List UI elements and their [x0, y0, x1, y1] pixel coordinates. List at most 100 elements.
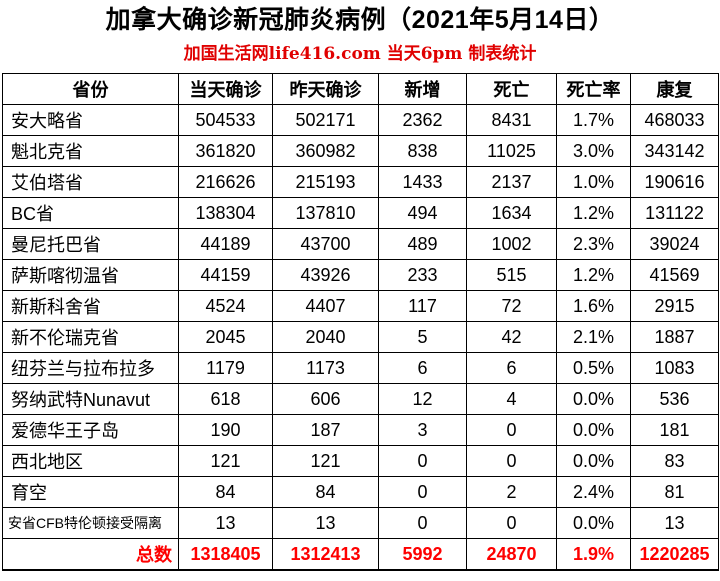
- death-rate-cell: 1.2%: [556, 197, 631, 229]
- header-deaths: 死亡: [466, 73, 557, 105]
- today-confirmed-cell: 216626: [178, 166, 273, 198]
- today-confirmed-cell: 138304: [178, 197, 273, 229]
- today-confirmed-cell: 618: [178, 383, 273, 415]
- yesterday-confirmed-cell: 137810: [272, 197, 379, 229]
- province-cell: BC省: [2, 197, 179, 229]
- new-cases-cell: 117: [378, 290, 467, 322]
- covid-stats-table: 省份 当天确诊 昨天确诊 新增 死亡 死亡率 康复 安大略省 504533 5021…: [2, 73, 719, 571]
- today-confirmed-cell: 190: [178, 414, 273, 446]
- header-new-cases: 新增: [378, 73, 467, 105]
- table-row: 安省CFB特伦顿接受隔离 13 13 0 0 0.0% 13: [2, 507, 719, 539]
- death-rate-cell: 2.1%: [556, 321, 631, 353]
- yesterday-confirmed-cell: 1173: [272, 352, 379, 384]
- province-cell: 萨斯喀彻温省: [2, 259, 179, 291]
- death-rate-cell: 2.4%: [556, 476, 631, 508]
- recovered-cell: 181: [630, 414, 719, 446]
- province-cell: 魁北克省: [2, 135, 179, 167]
- yesterday-confirmed-cell: 606: [272, 383, 379, 415]
- new-cases-cell: 0: [378, 445, 467, 477]
- province-cell: 西北地区: [2, 445, 179, 477]
- province-cell: 新斯科舍省: [2, 290, 179, 322]
- deaths-cell: 0: [466, 414, 557, 446]
- total-death-rate: 1.9%: [556, 538, 631, 571]
- new-cases-cell: 12: [378, 383, 467, 415]
- yesterday-confirmed-cell: 2040: [272, 321, 379, 353]
- today-confirmed-cell: 1179: [178, 352, 273, 384]
- province-cell: 新不伦瑞克省: [2, 321, 179, 353]
- deaths-cell: 42: [466, 321, 557, 353]
- yesterday-confirmed-cell: 215193: [272, 166, 379, 198]
- total-deaths: 24870: [466, 538, 557, 571]
- recovered-cell: 39024: [630, 228, 719, 260]
- province-cell: 纽芬兰与拉布拉多: [2, 352, 179, 384]
- yesterday-confirmed-cell: 43700: [272, 228, 379, 260]
- table-row: 新斯科舍省 4524 4407 117 72 1.6% 2915: [2, 290, 719, 322]
- today-confirmed-cell: 13: [178, 507, 273, 539]
- deaths-cell: 1634: [466, 197, 557, 229]
- table-row: 安大略省 504533 502171 2362 8431 1.7% 468033: [2, 104, 719, 136]
- recovered-cell: 13: [630, 507, 719, 539]
- death-rate-cell: 0.0%: [556, 507, 631, 539]
- death-rate-cell: 0.5%: [556, 352, 631, 384]
- new-cases-cell: 0: [378, 476, 467, 508]
- header-row: 省份 当天确诊 昨天确诊 新增 死亡 死亡率 康复: [2, 73, 719, 105]
- yesterday-confirmed-cell: 360982: [272, 135, 379, 167]
- death-rate-cell: 1.0%: [556, 166, 631, 198]
- table-row: 曼尼托巴省 44189 43700 489 1002 2.3% 39024: [2, 228, 719, 260]
- death-rate-cell: 3.0%: [556, 135, 631, 167]
- table-row: 育空 84 84 0 2 2.4% 81: [2, 476, 719, 508]
- today-confirmed-cell: 84: [178, 476, 273, 508]
- province-cell: 努纳武特Nunavut: [2, 383, 179, 415]
- total-row: 总数 1318405 1312413 5992 24870 1.9% 12202…: [2, 538, 719, 571]
- header-yesterday-confirmed: 昨天确诊: [272, 73, 379, 105]
- yesterday-confirmed-cell: 43926: [272, 259, 379, 291]
- header-today-confirmed: 当天确诊: [178, 73, 273, 105]
- table-footer: 总数 1318405 1312413 5992 24870 1.9% 12202…: [2, 538, 719, 571]
- new-cases-cell: 233: [378, 259, 467, 291]
- deaths-cell: 1002: [466, 228, 557, 260]
- table-row: 艾伯塔省 216626 215193 1433 2137 1.0% 190616: [2, 166, 719, 198]
- deaths-cell: 4: [466, 383, 557, 415]
- new-cases-cell: 838: [378, 135, 467, 167]
- deaths-cell: 72: [466, 290, 557, 322]
- recovered-cell: 2915: [630, 290, 719, 322]
- deaths-cell: 515: [466, 259, 557, 291]
- today-confirmed-cell: 2045: [178, 321, 273, 353]
- death-rate-cell: 0.0%: [556, 383, 631, 415]
- province-cell: 艾伯塔省: [2, 166, 179, 198]
- table-row: 西北地区 121 121 0 0 0.0% 83: [2, 445, 719, 477]
- yesterday-confirmed-cell: 121: [272, 445, 379, 477]
- deaths-cell: 2: [466, 476, 557, 508]
- province-cell: 安大略省: [2, 104, 179, 136]
- header-province: 省份: [2, 73, 179, 105]
- recovered-cell: 83: [630, 445, 719, 477]
- death-rate-cell: 1.6%: [556, 290, 631, 322]
- table-row: 魁北克省 361820 360982 838 11025 3.0% 343142: [2, 135, 719, 167]
- deaths-cell: 8431: [466, 104, 557, 136]
- recovered-cell: 81: [630, 476, 719, 508]
- deaths-cell: 0: [466, 445, 557, 477]
- table-row: BC省 138304 137810 494 1634 1.2% 131122: [2, 197, 719, 229]
- recovered-cell: 1887: [630, 321, 719, 353]
- today-confirmed-cell: 361820: [178, 135, 273, 167]
- table-header: 省份 当天确诊 昨天确诊 新增 死亡 死亡率 康复: [2, 73, 719, 105]
- province-cell: 育空: [2, 476, 179, 508]
- today-confirmed-cell: 121: [178, 445, 273, 477]
- new-cases-cell: 6: [378, 352, 467, 384]
- deaths-cell: 2137: [466, 166, 557, 198]
- deaths-cell: 6: [466, 352, 557, 384]
- yesterday-confirmed-cell: 13: [272, 507, 379, 539]
- death-rate-cell: 1.7%: [556, 104, 631, 136]
- recovered-cell: 1083: [630, 352, 719, 384]
- yesterday-confirmed-cell: 502171: [272, 104, 379, 136]
- new-cases-cell: 494: [378, 197, 467, 229]
- recovered-cell: 536: [630, 383, 719, 415]
- header-death-rate: 死亡率: [556, 73, 631, 105]
- recovered-cell: 131122: [630, 197, 719, 229]
- table-row: 萨斯喀彻温省 44159 43926 233 515 1.2% 41569: [2, 259, 719, 291]
- header-recovered: 康复: [630, 73, 719, 105]
- death-rate-cell: 2.3%: [556, 228, 631, 260]
- death-rate-cell: 0.0%: [556, 414, 631, 446]
- today-confirmed-cell: 4524: [178, 290, 273, 322]
- total-today-confirmed: 1318405: [178, 538, 273, 571]
